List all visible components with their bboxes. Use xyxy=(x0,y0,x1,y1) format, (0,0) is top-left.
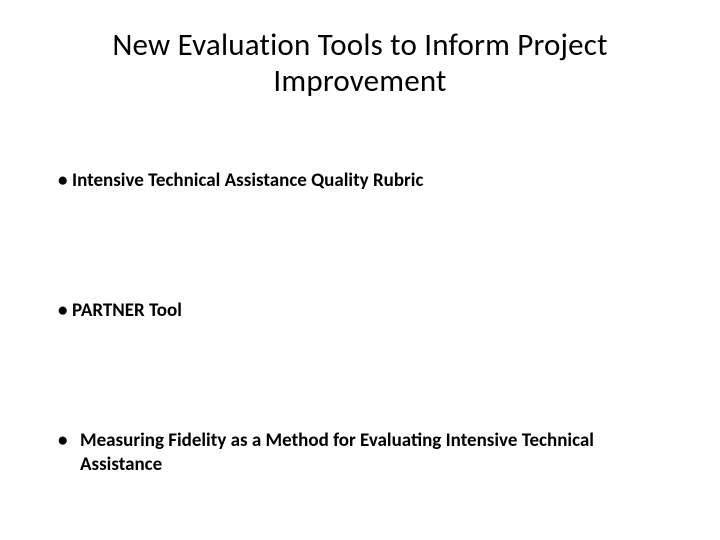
list-item: Measuring Fidelity as a Method for Evalu… xyxy=(58,429,670,477)
slide-container: New Evaluation Tools to Inform Project I… xyxy=(0,0,720,540)
slide-title: New Evaluation Tools to Inform Project I… xyxy=(50,28,670,99)
list-item: Intensive Technical Assistance Quality R… xyxy=(58,169,670,193)
list-item: PARTNER Tool xyxy=(58,299,670,323)
bullet-list: Intensive Technical Assistance Quality R… xyxy=(50,169,670,476)
